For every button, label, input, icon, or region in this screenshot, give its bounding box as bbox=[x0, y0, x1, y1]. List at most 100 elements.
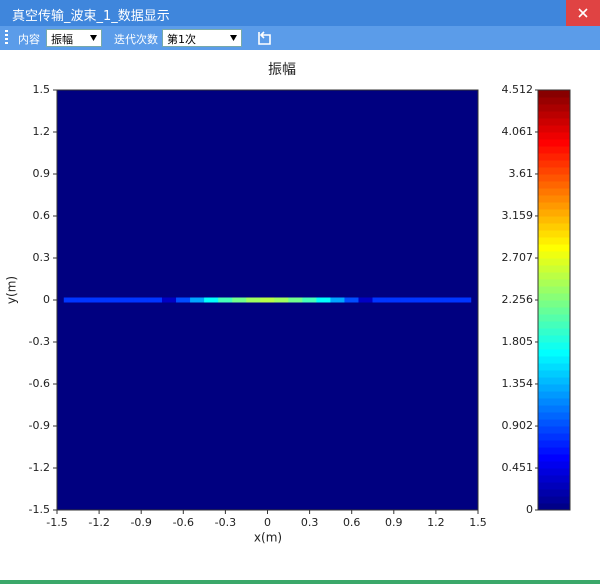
close-icon bbox=[578, 8, 588, 18]
colorbar-band bbox=[538, 475, 570, 483]
x-tick-label: 0.3 bbox=[301, 516, 319, 529]
heatmap-cell bbox=[232, 297, 247, 303]
heatmap-cell bbox=[119, 297, 135, 303]
colorbar-band bbox=[538, 503, 570, 511]
heatmap-cell bbox=[316, 297, 331, 303]
iteration-label: 迭代次数 bbox=[114, 33, 158, 46]
colorbar-band bbox=[538, 244, 570, 252]
y-tick-label: 0.6 bbox=[33, 209, 51, 222]
colorbar-band bbox=[538, 384, 570, 392]
heatmap-cell bbox=[288, 297, 303, 303]
heatmap-cell bbox=[302, 297, 317, 303]
heatmap-cell bbox=[442, 297, 458, 303]
heatmap-cell bbox=[428, 297, 444, 303]
colorbar-tick-label: 1.805 bbox=[502, 335, 534, 348]
heatmap-cell bbox=[386, 297, 402, 303]
chart: 振幅 x(m) y(m) -1.5 -1.2 -0.9 -0.6 -0.3 0 0.3 0.6… bbox=[5, 62, 571, 545]
colorbar-band bbox=[538, 118, 570, 126]
heatmap-cell bbox=[162, 297, 177, 303]
colorbar-band bbox=[538, 398, 570, 406]
heatmap-cell bbox=[246, 297, 261, 303]
x-tick-label: -0.9 bbox=[130, 516, 151, 529]
y-tick-label: -0.3 bbox=[29, 335, 50, 348]
colorbar-band bbox=[538, 125, 570, 133]
y-tick-label: 0 bbox=[43, 293, 50, 306]
colorbar-band bbox=[538, 321, 570, 329]
colorbar-band bbox=[538, 202, 570, 210]
colorbar-band bbox=[538, 104, 570, 112]
window-title: 真空传输_波束_1_数据显示 bbox=[12, 9, 170, 24]
toolbar: 内容 振幅 迭代次数 第1次 bbox=[0, 26, 600, 50]
colorbar-band bbox=[538, 433, 570, 441]
bottom-border bbox=[0, 580, 600, 584]
y-tick-label: 0.3 bbox=[33, 251, 51, 264]
colorbar-band bbox=[538, 286, 570, 294]
grip bbox=[5, 30, 8, 44]
content-select[interactable]: 振幅 bbox=[46, 29, 102, 47]
heatmap-cell bbox=[147, 297, 163, 303]
colorbar-tick-label: 2.256 bbox=[502, 293, 534, 306]
colorbar-band bbox=[538, 258, 570, 266]
heatmap-cell bbox=[330, 297, 345, 303]
colorbar-tick-label: 2.707 bbox=[502, 251, 534, 264]
colorbar-band bbox=[538, 447, 570, 455]
colorbar-band bbox=[538, 482, 570, 490]
colorbar-tick-label: 0 bbox=[526, 503, 533, 516]
heatmap-cell bbox=[372, 297, 388, 303]
colorbar-band bbox=[538, 377, 570, 385]
y-tick-label: 1.2 bbox=[33, 125, 51, 138]
colorbar-band bbox=[538, 132, 570, 140]
colorbar-band bbox=[538, 419, 570, 427]
x-tick-label: -1.5 bbox=[46, 516, 67, 529]
colorbar-band bbox=[538, 272, 570, 280]
dropdown-arrow bbox=[90, 35, 97, 41]
colorbar-tick-label: 4.512 bbox=[502, 83, 534, 96]
close-button[interactable] bbox=[566, 0, 600, 26]
colorbar-band bbox=[538, 153, 570, 161]
colorbar-band bbox=[538, 167, 570, 175]
colorbar-band bbox=[538, 489, 570, 497]
iteration-value: 第1次 bbox=[167, 33, 196, 46]
heatmap-cell bbox=[260, 297, 275, 303]
heatmap-cell bbox=[176, 297, 191, 303]
y-axis-label: y(m) bbox=[5, 276, 19, 304]
colorbar-band bbox=[538, 349, 570, 357]
colorbar-band bbox=[538, 216, 570, 224]
colorbar-band bbox=[538, 440, 570, 448]
colorbar-band bbox=[538, 468, 570, 476]
x-axis-label: x(m) bbox=[254, 531, 282, 545]
y-tick-label: -1.5 bbox=[29, 503, 50, 516]
y-tick-label: -1.2 bbox=[29, 461, 50, 474]
colorbar-tick-label: 1.354 bbox=[502, 377, 534, 390]
colorbar-tick-label: 3.159 bbox=[502, 209, 534, 222]
colorbar-band bbox=[538, 209, 570, 217]
colorbar-band bbox=[538, 139, 570, 147]
colorbar-band bbox=[538, 342, 570, 350]
colorbar-band bbox=[538, 405, 570, 413]
iteration-select[interactable]: 第1次 bbox=[162, 29, 242, 47]
heatmap-cell bbox=[358, 297, 373, 303]
colorbar-band bbox=[538, 356, 570, 364]
chart-title: 振幅 bbox=[268, 62, 296, 78]
y-tick-label: -0.6 bbox=[29, 377, 50, 390]
x-tick-label: -0.6 bbox=[173, 516, 194, 529]
heatmap-cell bbox=[190, 297, 205, 303]
colorbar-band bbox=[538, 265, 570, 273]
return-button[interactable] bbox=[256, 30, 272, 46]
heatmap-cell bbox=[218, 297, 233, 303]
heatmap-cell bbox=[105, 297, 121, 303]
colorbar-tick-label: 3.61 bbox=[509, 167, 534, 180]
heatmap-cell bbox=[204, 297, 219, 303]
colorbar-band bbox=[538, 300, 570, 308]
colorbar-band bbox=[538, 454, 570, 462]
heatmap-cell bbox=[456, 297, 472, 303]
colorbar-band bbox=[538, 181, 570, 189]
x-tick-label: 0.6 bbox=[343, 516, 361, 529]
heatmap-cell bbox=[344, 297, 359, 303]
colorbar-band bbox=[538, 307, 570, 315]
colorbar-band bbox=[538, 237, 570, 245]
heatmap-cell bbox=[133, 297, 149, 303]
colorbar-band bbox=[538, 328, 570, 336]
colorbar-band bbox=[538, 174, 570, 182]
